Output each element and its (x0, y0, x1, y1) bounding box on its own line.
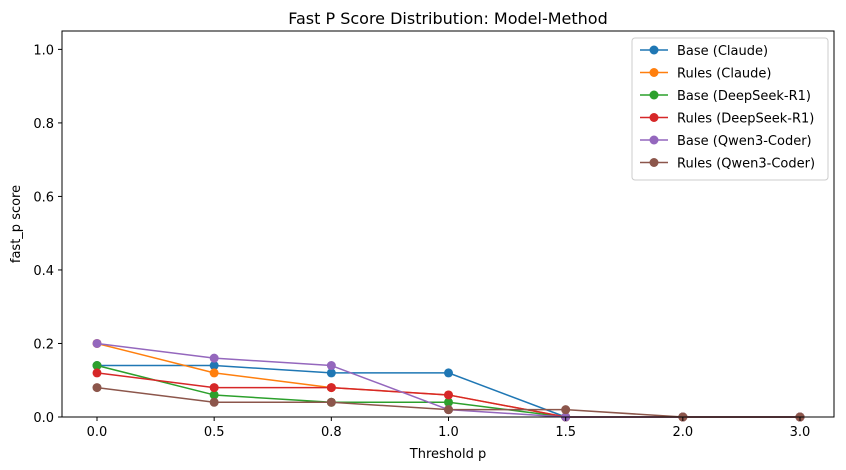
data-point (444, 397, 453, 407)
x-axis: 0.0 0.5 0.8 1.0 1.5 2.0 3.0 (87, 417, 811, 440)
legend-marker (649, 158, 659, 167)
y-tick-label: 1.0 (33, 43, 54, 58)
data-point (209, 397, 219, 407)
data-point (326, 368, 336, 378)
legend-marker (649, 90, 659, 100)
y-tick-label: 0.8 (33, 117, 54, 132)
data-point (209, 368, 219, 378)
data-point (326, 397, 336, 407)
y-tick-label: 0.6 (33, 190, 54, 205)
y-tick-label: 0.2 (33, 337, 54, 352)
data-point (561, 405, 571, 415)
legend-label: Base (DeepSeek-R1) (677, 89, 811, 104)
x-tick-label: 0.8 (321, 425, 342, 440)
legend-item: Rules (DeepSeek-R1) (640, 112, 814, 127)
legend-label: Base (Claude) (677, 44, 768, 59)
legend-item: Base (DeepSeek-R1) (640, 89, 811, 104)
data-point (92, 383, 102, 393)
data-point (92, 361, 102, 371)
data-point (326, 361, 336, 371)
data-point (444, 368, 453, 378)
y-tick-label: 0.4 (33, 264, 54, 279)
data-point (326, 383, 336, 393)
legend-item: Rules (Qwen3-Coder) (640, 157, 815, 172)
data-point (92, 368, 102, 378)
legend-marker (649, 135, 659, 145)
legend-label: Base (Qwen3-Coder) (677, 134, 812, 149)
y-axis: 0.0 0.2 0.4 0.6 0.8 1.0 (33, 43, 62, 426)
legend-marker (649, 113, 659, 122)
data-point (444, 390, 453, 400)
data-point (209, 353, 219, 363)
x-tick-label: 0.0 (87, 425, 108, 440)
legend-box (631, 37, 829, 181)
legend-marker (649, 68, 659, 77)
legend-label: Rules (Qwen3-Coder) (677, 157, 815, 172)
x-tick-label: 0.5 (204, 425, 225, 440)
legend-item: Rules (Claude) (640, 67, 772, 82)
x-tick-label: 3.0 (790, 425, 811, 440)
x-tick-label: 2.0 (672, 425, 693, 440)
y-tick-label: 0.0 (33, 411, 54, 426)
data-point (209, 383, 219, 393)
legend-label: Rules (Claude) (677, 67, 772, 82)
data-point (209, 361, 219, 371)
legend-marker (649, 45, 659, 55)
x-tick-label: 1.0 (438, 425, 459, 440)
legend: Base (Claude) Rules (Claude) Base (DeepSee… (631, 37, 829, 181)
legend-item: Base (Claude) (640, 44, 768, 59)
y-axis-title: fast_p score (9, 185, 24, 263)
chart-title: Fast P Score Distribution: Model-Method (288, 9, 608, 28)
legend-label: Rules (DeepSeek-R1) (677, 112, 814, 127)
data-point (209, 390, 219, 400)
data-point (92, 338, 102, 348)
x-axis-title: Threshold p (409, 447, 486, 462)
data-point (444, 405, 453, 415)
legend-item: Base (Qwen3-Coder) (640, 134, 812, 149)
x-tick-label: 1.5 (555, 425, 576, 440)
